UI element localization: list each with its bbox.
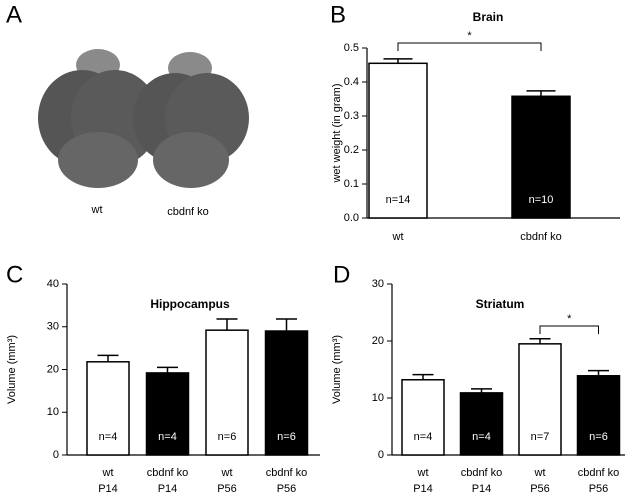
n-label: n=6 xyxy=(277,431,296,443)
panel-letter: C xyxy=(6,261,23,288)
n-label: n=6 xyxy=(218,431,237,443)
x-tick-label: cbdnf ko xyxy=(147,467,189,479)
x-tick-label: P14 xyxy=(158,483,178,495)
panel-letter: B xyxy=(330,1,346,28)
significance-bracket xyxy=(397,42,542,51)
significance-bracket xyxy=(539,325,599,334)
n-label: n=6 xyxy=(589,431,608,443)
bar xyxy=(145,372,190,456)
x-tick-label: cbdnf ko xyxy=(266,467,308,479)
y-tick-label: 10 xyxy=(47,406,59,418)
photo-caption: wt xyxy=(91,204,103,216)
bar xyxy=(511,95,571,219)
y-axis-label: Volume (mm³) xyxy=(6,335,18,404)
y-tick-label: 30 xyxy=(47,321,59,333)
y-tick-label: 30 xyxy=(372,278,384,290)
brain-photo-wt xyxy=(38,49,159,188)
x-tick-label: wt xyxy=(221,467,233,479)
y-tick-label: 0.0 xyxy=(344,212,359,224)
bar xyxy=(576,375,621,456)
bar xyxy=(459,392,504,456)
y-tick-label: 0.1 xyxy=(344,178,359,190)
x-tick-label: wt xyxy=(417,467,429,479)
n-label: n=10 xyxy=(529,194,554,206)
y-tick-label: 0.2 xyxy=(344,144,359,156)
chart-title: Brain xyxy=(473,10,504,24)
y-tick-label: 40 xyxy=(47,278,59,290)
y-tick-label: 10 xyxy=(372,392,384,404)
x-tick-label: P56 xyxy=(589,483,609,495)
n-label: n=4 xyxy=(99,431,118,443)
n-label: n=4 xyxy=(472,431,491,443)
x-tick-label: wt xyxy=(534,467,546,479)
x-tick-label: P56 xyxy=(530,483,550,495)
n-label: n=4 xyxy=(414,431,433,443)
x-tick-label: P14 xyxy=(413,483,433,495)
y-tick-label: 20 xyxy=(372,335,384,347)
x-tick-label: P14 xyxy=(472,483,492,495)
x-tick-label: P56 xyxy=(277,483,297,495)
n-label: n=14 xyxy=(386,194,411,206)
y-tick-label: 0.5 xyxy=(344,42,359,54)
y-tick-label: 0 xyxy=(378,449,384,461)
y-axis-label: wet weight (in gram) xyxy=(331,83,343,183)
bar xyxy=(205,329,249,456)
x-tick-label: cbdnf ko xyxy=(578,467,620,479)
y-tick-label: 20 xyxy=(47,363,59,375)
x-tick-label: wt xyxy=(102,467,114,479)
n-label: n=7 xyxy=(531,431,550,443)
bar xyxy=(518,343,562,456)
significance-label: * xyxy=(567,313,572,325)
x-tick-label: cbdnf ko xyxy=(520,231,562,243)
panel-letter: D xyxy=(333,261,350,288)
bar xyxy=(368,62,428,219)
significance-label: * xyxy=(467,30,472,42)
y-tick-label: 0 xyxy=(53,449,59,461)
panel-letter: A xyxy=(6,1,22,28)
y-tick-label: 0.4 xyxy=(344,76,359,88)
x-tick-label: wt xyxy=(392,231,404,243)
chart-title: Hippocampus xyxy=(150,297,230,311)
panel-a: A wt cbdnf ko xyxy=(6,1,249,218)
n-label: n=4 xyxy=(158,431,177,443)
brain-photo-ko xyxy=(133,52,249,188)
x-tick-label: P14 xyxy=(98,483,118,495)
chart-title: Striatum xyxy=(476,297,525,311)
bar xyxy=(264,330,309,456)
y-tick-label: 0.3 xyxy=(344,110,359,122)
y-axis-label: Volume (mm³) xyxy=(331,335,343,404)
bar xyxy=(86,361,130,456)
x-tick-label: cbdnf ko xyxy=(461,467,503,479)
photo-caption: cbdnf ko xyxy=(167,206,209,218)
x-tick-label: P56 xyxy=(217,483,237,495)
bar xyxy=(401,379,445,456)
